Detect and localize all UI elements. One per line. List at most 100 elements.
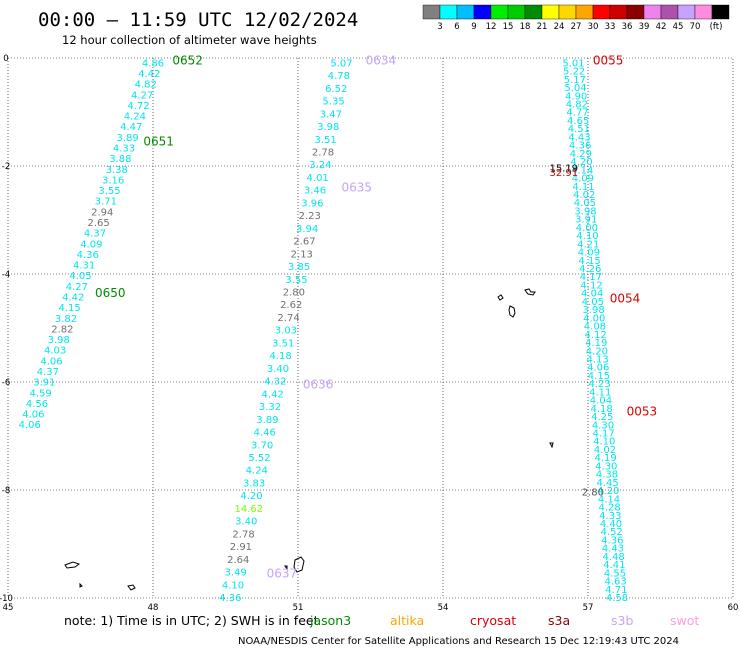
swh-value-label: 4.30: [595, 461, 617, 472]
swh-value-label: 4.58: [606, 593, 628, 604]
x-tick-label: 45: [3, 603, 14, 613]
swh-value-label: 4.72: [127, 101, 149, 112]
colorbar-tick: 3: [437, 22, 442, 32]
swh-value-label: 4.33: [113, 144, 135, 155]
swh-value-label: 4.26: [579, 264, 601, 275]
colorbar-swatch: [456, 4, 475, 20]
y-tick-label: 0: [3, 54, 8, 64]
swh-value-label: 3.32: [259, 402, 281, 413]
swh-value-label: 14.62: [235, 504, 264, 515]
footer-credit: NOAA/NESDIS Center for Satellite Applica…: [238, 636, 679, 647]
swh-value-label: 5.07: [330, 58, 352, 69]
x-tick-label: 48: [148, 603, 159, 613]
swh-value-label: 4.20: [570, 157, 592, 168]
swh-value-label: 4.25: [591, 412, 613, 423]
swh-value-label: 5.22: [563, 67, 585, 78]
colorbar-swatch: [490, 4, 509, 20]
swh-value-label: 4.11: [572, 182, 594, 193]
swh-value-label: 2.94: [91, 207, 113, 218]
swh-value-label: 4.42: [138, 69, 160, 80]
colorbar-tick: 9: [471, 22, 476, 32]
swh-value-label: 4.71: [605, 585, 627, 596]
data-points: 4.864.424.824.274.724.244.473.894.333.88…: [19, 58, 629, 604]
swh-value-label: 2.65: [87, 218, 109, 229]
colorbar-tick: 27: [571, 22, 582, 32]
swh-value-label: 4.03: [44, 346, 66, 357]
colorbar-tick: 70: [690, 22, 701, 32]
swh-value-label: 4.36: [77, 250, 99, 261]
swh-value-label: 3.46: [304, 186, 326, 197]
swh-value-label: 3.51: [272, 338, 294, 349]
track-time-label: 0636: [303, 378, 334, 392]
swh-value-label: 4.12: [580, 280, 602, 291]
swh-value-label: 2.67: [293, 237, 315, 248]
swh-value-label: 3.55: [98, 186, 120, 197]
swh-value-label: 4.38: [596, 470, 618, 481]
swh-value-label: 4.14: [571, 165, 593, 176]
swh-value-label: 4.11: [589, 387, 611, 398]
colorbar-tick: 33: [605, 22, 616, 32]
track-time-label: 0651: [143, 135, 174, 149]
track-time-label: 0652: [172, 54, 203, 68]
swh-value-label: 4.51: [568, 124, 590, 135]
color-legend: 3 6 9 12 15 18 21 24 27 30 33 36 39 42 45 70 (ft): [422, 4, 730, 32]
swh-value-label: 4.15: [588, 371, 610, 382]
swh-value-label: 4.02: [594, 445, 616, 456]
swh-value-label: 5.52: [248, 453, 270, 464]
track-time-labels: 0652 0651 0650 0634 0635 0636 0637 0055 0054 0053: [95, 54, 657, 581]
swh-value-label: 4.36: [601, 535, 623, 546]
swh-value-label: 4.06: [19, 420, 41, 431]
footer-note: note: 1) Time is in UTC; 2) SWH is in fe…: [64, 613, 319, 628]
swh-value-label: 2.80: [582, 488, 604, 499]
swh-value-label: 4.19: [594, 453, 616, 464]
swh-value-label: 4.86: [142, 58, 164, 69]
colorbar-tick: 15: [503, 22, 514, 32]
swh-value-label: 3.85: [288, 262, 310, 273]
swh-value-label: 4.29: [570, 149, 592, 160]
swh-value-label: 3.49: [224, 568, 246, 579]
swh-value-label: 2.23: [299, 211, 321, 222]
swh-value-label: 4.82: [135, 80, 157, 91]
satellite-legend-entry: cryosat: [470, 613, 516, 628]
swh-value-label: 4.28: [599, 503, 621, 514]
colorbar-swatch: [422, 4, 441, 20]
colorbar-swatch: [575, 4, 594, 20]
swh-value-label: 4.06: [587, 363, 609, 374]
island-shape: [64, 556, 305, 591]
swh-value-label: 2.80: [283, 288, 305, 299]
swh-value-label: 4.31: [73, 261, 95, 272]
swh-value-label: 3.24: [309, 160, 331, 171]
swh-value-label: 4.42: [62, 293, 84, 304]
swh-value-label: 5.01: [562, 58, 584, 69]
colorbar-tick: 24: [554, 22, 565, 32]
swh-value-label: 4.48: [603, 552, 625, 563]
swh-value-label: 4.15: [58, 303, 80, 314]
swh-value-label: 3.82: [55, 314, 77, 325]
colorbar-tick: 45: [673, 22, 684, 32]
swh-value-label: 15.19: [550, 164, 579, 175]
swh-value-label: 4.43: [602, 544, 624, 555]
swh-value-label: 3.88: [109, 154, 131, 165]
swh-value-label: 4.55: [604, 568, 626, 579]
y-tick-label: -4: [2, 270, 10, 280]
colorbar-swatch: [524, 4, 543, 20]
track-time-label: 0637: [267, 567, 298, 581]
colorbar-tick: 18: [520, 22, 531, 32]
colorbar-swatch: [558, 4, 577, 20]
swh-value-label: 4.20: [586, 346, 608, 357]
colorbar-tick: 21: [537, 22, 548, 32]
swh-value-label: 4.05: [69, 271, 91, 282]
swh-value-label: 2.13: [291, 249, 313, 260]
swh-value-label: 4.40: [600, 519, 622, 530]
swh-value-label: 4.01: [307, 173, 329, 184]
colorbar-swatch: [541, 4, 560, 20]
swh-value-label: 3.38: [106, 165, 128, 176]
colorbar-swatch: [439, 4, 458, 20]
swh-value-label: 4.45: [596, 478, 618, 489]
swh-value-label: 4.20: [240, 491, 262, 502]
satellite-legend-entry: swot: [670, 613, 699, 628]
track-time-label: 0054: [610, 291, 641, 305]
swh-value-label: 4.32: [264, 377, 286, 388]
swh-value-label: 4.04: [581, 289, 603, 300]
swh-value-label: 2.78: [312, 148, 334, 159]
